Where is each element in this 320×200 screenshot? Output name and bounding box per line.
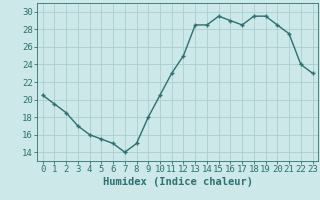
X-axis label: Humidex (Indice chaleur): Humidex (Indice chaleur) [103,177,252,187]
